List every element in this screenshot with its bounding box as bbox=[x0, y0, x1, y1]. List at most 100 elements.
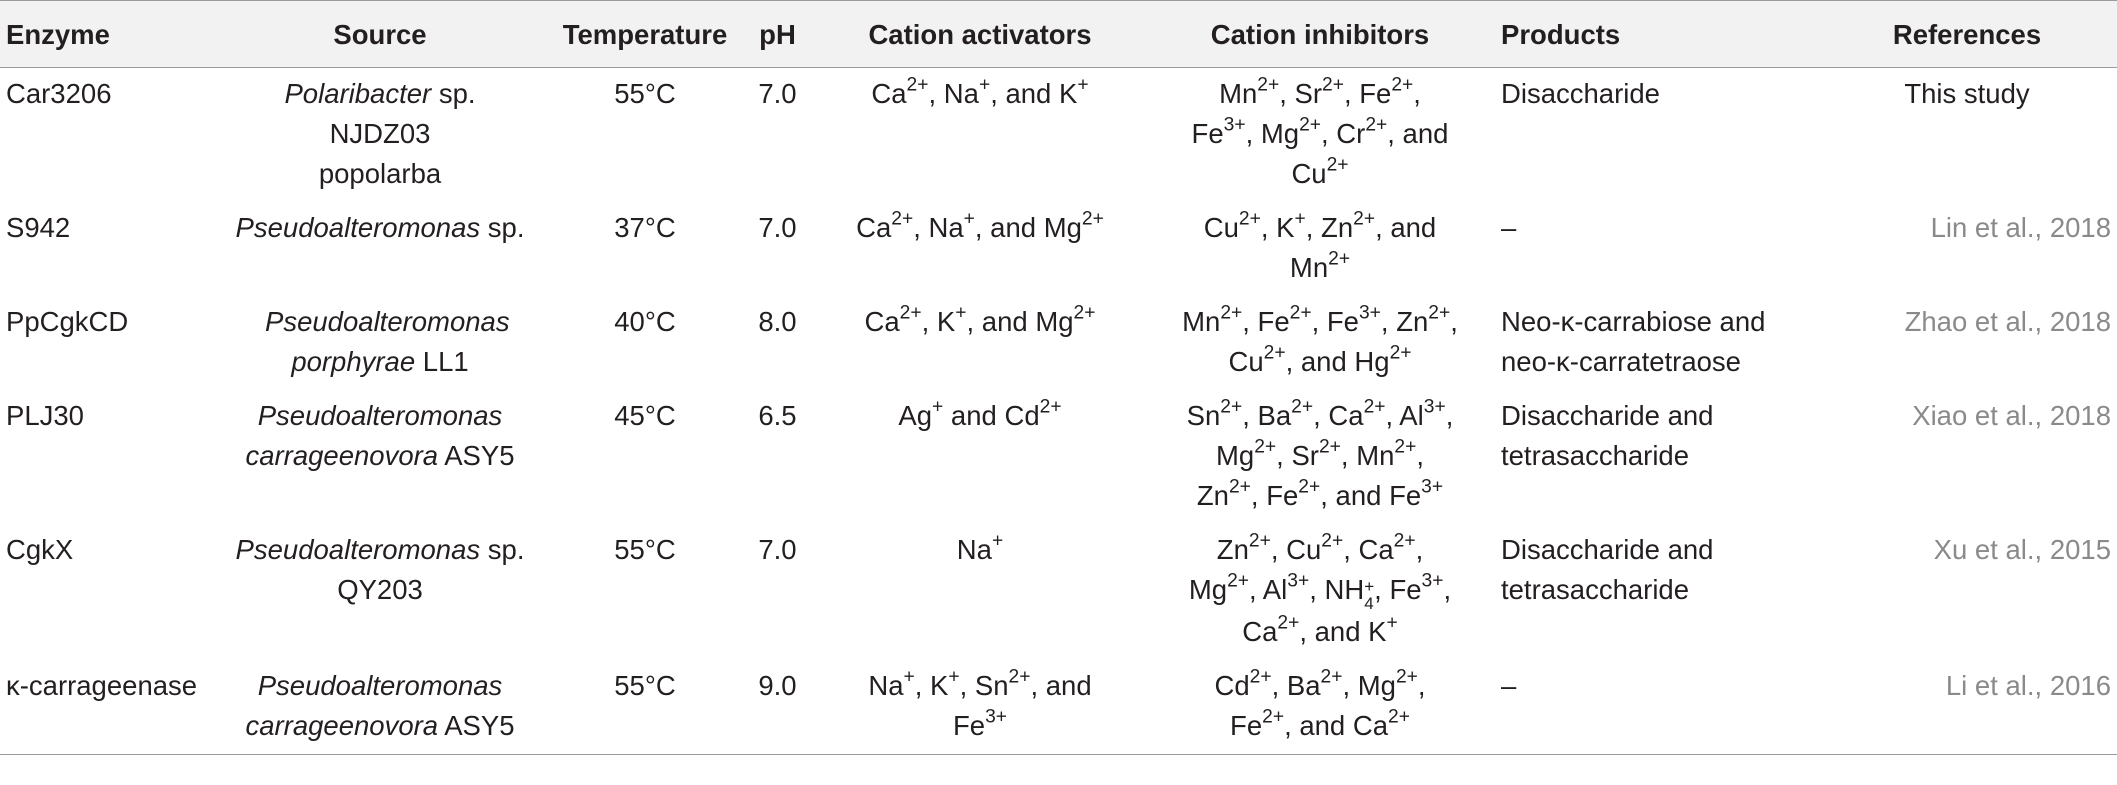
ion-charge: + bbox=[991, 530, 1004, 552]
ion-charge: 2+ bbox=[1299, 114, 1322, 136]
ion: Sn2+ bbox=[975, 667, 1031, 701]
ion: Cr2+ bbox=[1336, 114, 1388, 149]
cell-products: Disaccharide and tetrasaccharide bbox=[1495, 390, 1817, 524]
ion-symbol: Zn bbox=[1396, 306, 1429, 337]
enzyme-comparison-table-wrapper: Enzyme Source Temperature pH Cation acti… bbox=[0, 0, 2117, 755]
ion-charge: 2+ bbox=[1073, 302, 1096, 324]
ion: Cd2+ bbox=[1214, 667, 1271, 701]
cell-content: Pseudoalteromonas porphyrae LL1 bbox=[265, 302, 510, 382]
table-header: Enzyme Source Temperature pH Cation acti… bbox=[0, 0, 2117, 68]
ion: Fe3+ bbox=[1191, 115, 1246, 149]
ion-symbol: Fe bbox=[1191, 118, 1224, 149]
ion-symbol: Ba bbox=[1257, 400, 1292, 431]
ion: Ag+ bbox=[898, 396, 944, 431]
cell-content: Ca2+, K+, and Mg2+ bbox=[865, 302, 1096, 342]
ion-separator: , bbox=[1260, 212, 1277, 243]
cell-source: Pseudoalteromonas carrageenovora ASY5 bbox=[210, 659, 550, 755]
cell-temperature: 55°C bbox=[614, 78, 676, 109]
ion-symbol: Al bbox=[1399, 400, 1424, 431]
cell-ph: 9.0 bbox=[740, 659, 815, 755]
cell-source: Pseudoalteromonas porphyrae LL1 bbox=[210, 296, 550, 390]
ion: K+ bbox=[1059, 74, 1089, 109]
ion: Ca2+ bbox=[856, 209, 913, 243]
ion-symbol: Cu bbox=[1291, 158, 1327, 189]
ion-charge: + bbox=[1294, 208, 1306, 230]
ion-charge: 2+ bbox=[1428, 302, 1451, 324]
ion-symbol: Mg bbox=[1216, 440, 1255, 471]
ion-charge: + bbox=[903, 666, 915, 688]
ion-symbol: Fe bbox=[1257, 306, 1290, 337]
ion-separator: , bbox=[1413, 78, 1421, 109]
ion: Fe2+ bbox=[1257, 303, 1312, 337]
cell-cation-inhibitors: Mn2+, Fe2+, Fe3+, Zn2+, Cu2+, and Hg2+ bbox=[1145, 296, 1495, 390]
cell-reference: Zhao et al., 2018 bbox=[1904, 306, 2111, 337]
ion: Mg2+ bbox=[1044, 209, 1104, 243]
ion-charge: 2+ bbox=[1238, 208, 1261, 230]
ion: K+ bbox=[937, 303, 967, 337]
cell-products: – bbox=[1495, 202, 1817, 296]
ion-separator: , bbox=[914, 669, 931, 701]
ion-charge: 2+ bbox=[1394, 436, 1417, 458]
ion-separator: , and bbox=[1285, 346, 1355, 377]
ion-separator: and bbox=[943, 400, 1005, 431]
ion-separator: , and bbox=[1030, 669, 1092, 701]
ion-charge: + bbox=[1364, 577, 1375, 597]
ion-separator: , bbox=[1313, 400, 1329, 431]
source-strain: ASY5 bbox=[438, 709, 515, 741]
ion-charge: 2+ bbox=[1249, 666, 1272, 688]
cell-cation-inhibitors: Sn2+, Ba2+, Ca2+, Al3+, Mg2+, Sr2+, Mn2+… bbox=[1145, 390, 1495, 524]
ion-charge: 2+ bbox=[1318, 436, 1341, 458]
cell-content: Cd2+, Ba2+, Mg2+, Fe2+, and Ca2+ bbox=[1190, 666, 1450, 746]
cell-enzyme: PpCgkCD bbox=[6, 306, 129, 337]
cell-reference: Li et al., 2016 bbox=[1817, 659, 2117, 755]
ion-symbol: Mg bbox=[1188, 574, 1228, 605]
source-species: Pseudoalteromonas bbox=[235, 534, 481, 565]
ion-charge: + bbox=[932, 396, 944, 418]
cell-products: – bbox=[1495, 659, 1817, 755]
ion-charge: 2+ bbox=[1388, 706, 1410, 728]
ion-symbol: Ag bbox=[898, 400, 933, 431]
ion: Fe3+ bbox=[1389, 477, 1443, 511]
ion-charge: 2+ bbox=[1365, 114, 1388, 136]
ion-symbol: Mn bbox=[1289, 252, 1329, 283]
cell-content: Mn2+, Fe2+, Fe3+, Zn2+, Cu2+, and Hg2+ bbox=[1180, 302, 1460, 382]
cell-content: Pseudoalteromonas carrageenovora ASY5 bbox=[230, 666, 530, 746]
ion: Ca2+ bbox=[1353, 707, 1410, 741]
ion-charge: 2+ bbox=[906, 74, 929, 96]
ion-charge: 2+ bbox=[1228, 476, 1251, 498]
ion: Na+ bbox=[957, 530, 1004, 565]
ion-separator: , bbox=[913, 212, 929, 243]
ion-charge: + bbox=[1077, 74, 1089, 96]
ion-symbol: Mg bbox=[1357, 669, 1396, 701]
header-enzyme: Enzyme bbox=[0, 0, 210, 68]
ion-symbol: Ba bbox=[1286, 669, 1321, 701]
ion-symbol: Mn bbox=[1356, 440, 1395, 471]
products-text: Disaccharide and tetrasaccharide bbox=[1501, 400, 1714, 471]
products-text: Neo-κ-carrabiose and neo-κ-carratetraose bbox=[1501, 306, 1766, 377]
ion-symbol: Na bbox=[928, 212, 964, 243]
ion: Ca2+ bbox=[1242, 613, 1299, 647]
ion: K+ bbox=[1368, 613, 1398, 647]
cell-cation-activators: Na+, K+, Sn2+, and Fe3+ bbox=[815, 659, 1145, 755]
cell-cation-activators: Ag+ and Cd2+ bbox=[815, 390, 1145, 524]
cell-content: – bbox=[1501, 666, 1516, 706]
header-references: References bbox=[1817, 0, 2117, 68]
source-strain: LL1 bbox=[415, 346, 469, 377]
ion: Mg2+ bbox=[1188, 571, 1249, 605]
ion-symbol: Zn bbox=[1196, 480, 1229, 511]
ion-symbol: Ca bbox=[1358, 534, 1394, 565]
ion-charge: 2+ bbox=[1262, 706, 1285, 728]
ion-symbol: Sr bbox=[1291, 440, 1319, 471]
ion-separator: , and bbox=[1387, 118, 1449, 149]
ion-charge: + bbox=[963, 208, 975, 230]
ion: Zn2+ bbox=[1196, 476, 1251, 511]
ion: Mg2+ bbox=[1357, 667, 1418, 701]
cell-content: Sn2+, Ba2+, Ca2+, Al3+, Mg2+, Sr2+, Mn2+… bbox=[1185, 396, 1455, 516]
ion-charge: 2+ bbox=[1220, 302, 1243, 324]
ion: Fe3+ bbox=[1389, 571, 1443, 605]
ion-separator: , bbox=[1343, 534, 1359, 565]
source-species: Pseudoalteromonas bbox=[235, 212, 481, 243]
cell-enzyme: PLJ30 bbox=[6, 400, 84, 431]
cell-cation-inhibitors: Cu2+, K+, Zn2+, and Mn2+ bbox=[1145, 202, 1495, 296]
ion: Cu2+ bbox=[1228, 343, 1285, 377]
